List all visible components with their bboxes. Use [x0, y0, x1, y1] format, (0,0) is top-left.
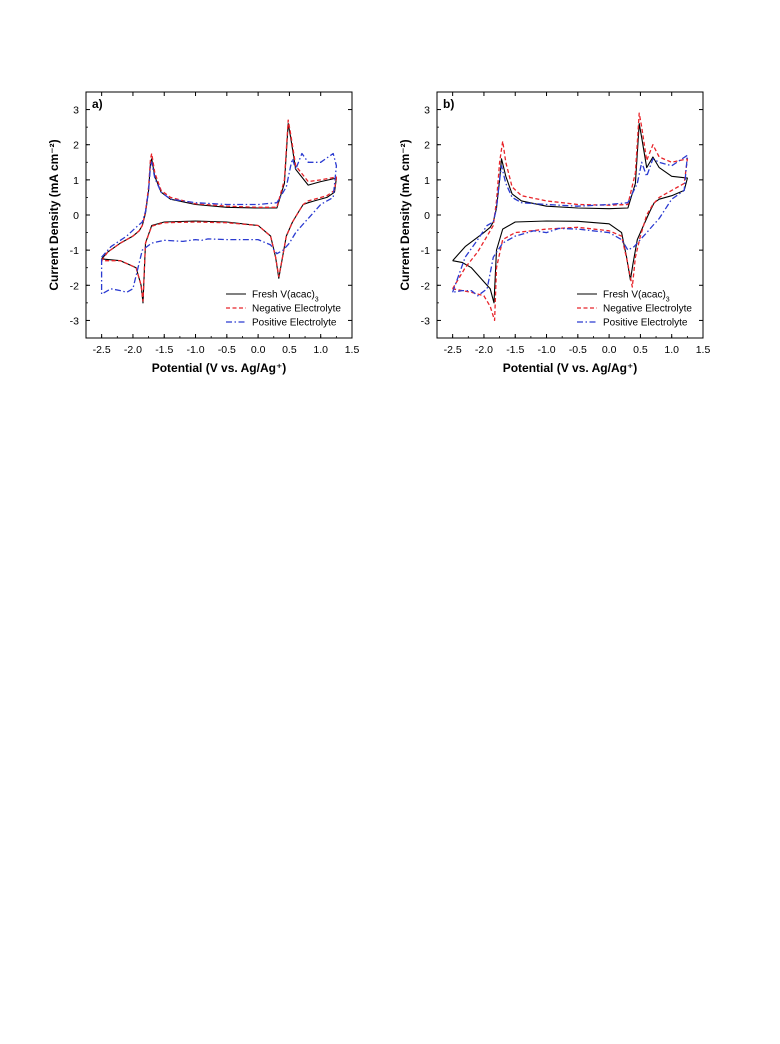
y-tick-label: -3	[421, 315, 430, 327]
y-tick-label: 0	[424, 210, 430, 222]
y-tick-label: 2	[73, 140, 79, 152]
y-tick-label: 3	[73, 105, 79, 117]
plot-frame	[436, 91, 704, 339]
y-tick-label: -2	[70, 280, 79, 292]
legend-label-1: Fresh V(acac)3	[603, 290, 670, 304]
y-tick-label: 3	[424, 105, 430, 117]
legend-label-2: Negative Electrolyte	[252, 304, 341, 315]
x-tick-label: 0.0	[602, 344, 617, 356]
series-line-1	[452, 123, 688, 304]
x-tick-label: -2.5	[93, 344, 111, 356]
x-tick-label: -1.0	[186, 344, 204, 356]
y-tick-label: -1	[70, 245, 79, 257]
x-axis-title: Potential (V vs. Ag/Ag⁺)	[503, 361, 638, 375]
y-tick-label: -1	[421, 245, 430, 257]
y-tick-label: -3	[70, 315, 79, 327]
y-axis-title: Current Density (mA cm⁻²)	[398, 139, 412, 290]
x-tick-label: 0.5	[282, 344, 297, 356]
series-line-2	[452, 112, 689, 322]
x-tick-label: -2.5	[444, 344, 462, 356]
series-line-3	[100, 152, 338, 295]
x-tick-label: 0.0	[251, 344, 266, 356]
y-tick-label: 1	[73, 175, 79, 187]
y-axis-title: Current Density (mA cm⁻²)	[47, 139, 61, 290]
x-tick-label: -0.5	[569, 344, 587, 356]
y-tick-label: 1	[424, 175, 430, 187]
x-tick-label: 1.5	[696, 344, 711, 356]
panel-label: a)	[92, 97, 103, 111]
legend-label-3: Positive Electrolyte	[603, 318, 688, 329]
x-tick-label: 1.5	[345, 344, 360, 356]
legend-label-1: Fresh V(acac)3	[252, 290, 319, 304]
x-tick-label: -0.5	[218, 344, 236, 356]
y-tick-label: -2	[421, 280, 430, 292]
x-tick-label: 1.0	[313, 344, 328, 356]
x-tick-label: 0.5	[633, 344, 648, 356]
panel-label: b)	[443, 97, 454, 111]
y-tick-label: 2	[424, 140, 430, 152]
x-tick-label: -2.0	[124, 344, 142, 356]
chart-panel-1: -2.5 -2.0 -1.5 -1.0 -0.5 0.0 0.5 1.0 1.5 -3 -2 -1 0 1…	[47, 91, 360, 375]
y-tick-label: 0	[73, 210, 79, 222]
legend-label-3: Positive Electrolyte	[252, 318, 337, 329]
legend-label-2: Negative Electrolyte	[603, 304, 692, 315]
x-tick-label: -2.0	[475, 344, 493, 356]
x-tick-label: 1.0	[664, 344, 679, 356]
x-tick-label: -1.5	[506, 344, 524, 356]
x-tick-label: -1.5	[155, 344, 173, 356]
series-line-1	[101, 123, 337, 304]
chart-panel-2: -2.5 -2.0 -1.5 -1.0 -0.5 0.0 0.5 1.0 1.5 -3 -2 -1 0 1…	[398, 91, 711, 375]
x-axis-title: Potential (V vs. Ag/Ag⁺)	[152, 361, 287, 375]
x-tick-label: -1.0	[537, 344, 555, 356]
series-line-3	[451, 154, 689, 297]
